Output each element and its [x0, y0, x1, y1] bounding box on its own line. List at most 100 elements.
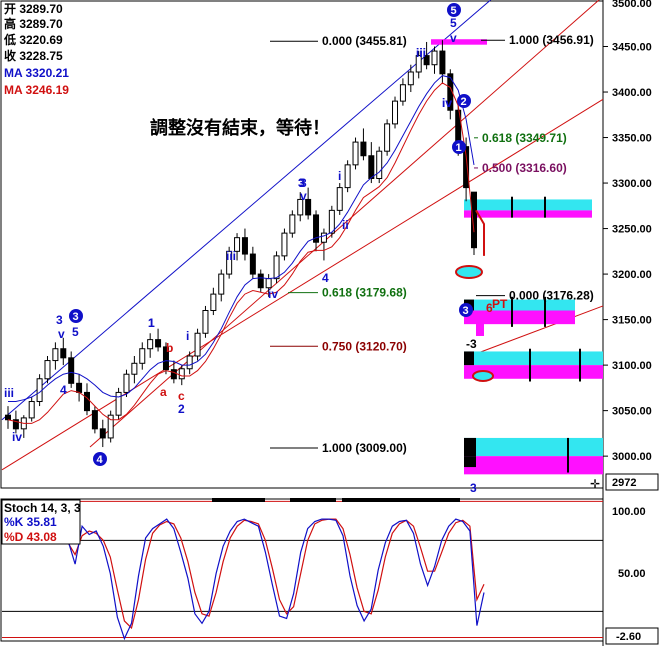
channel-line-small [469, 305, 604, 357]
target-ellipse-2 [472, 370, 494, 382]
candle-body [99, 428, 106, 439]
legend-high: 高 3289.70 [4, 16, 63, 31]
candle-body [123, 373, 130, 393]
candle-body [423, 55, 430, 66]
zone-marker-block [464, 351, 474, 366]
ma-red-line [7, 82, 475, 424]
zone-marker-block [464, 437, 476, 457]
wave-circle [459, 303, 473, 317]
candle-body [131, 362, 138, 375]
target-zone-bar [464, 456, 603, 475]
price-panel-frame [0, 0, 604, 489]
wave-label: a [160, 385, 167, 399]
wave-label: iv [442, 96, 452, 110]
target-zone-bar [464, 437, 603, 457]
wave-circle-label: 1 [456, 142, 462, 154]
wave-circle [457, 94, 471, 108]
wave-label: ii [342, 218, 349, 232]
stoch-d-line [67, 518, 485, 630]
wave-label: v [300, 189, 307, 203]
candle-body [344, 164, 351, 189]
ma-blue-line [8, 75, 475, 402]
target-zone-bar [464, 365, 603, 379]
candle-body [360, 141, 367, 157]
legend-low: 低 3220.69 [3, 32, 63, 47]
candle-body [218, 273, 225, 295]
zone-marker-block [464, 456, 476, 468]
target-zone-bar [464, 310, 575, 325]
candle-body [463, 146, 470, 189]
y-tick-label: 3000.00 [612, 451, 652, 463]
candle-body [178, 368, 185, 380]
candle-body [139, 348, 146, 364]
wave-label: 5 [450, 16, 457, 30]
wave-label: 5 [72, 325, 79, 339]
wave-label: iii [226, 249, 236, 263]
candle-body [376, 150, 383, 180]
candle-body [162, 346, 169, 371]
candle-body [297, 198, 304, 216]
y-tick-label: 3300.00 [612, 178, 652, 190]
candle-body [431, 50, 438, 66]
wave-circle [447, 3, 461, 17]
fib-level-label: 0.000 (3455.81) [322, 34, 407, 48]
wave-circle-label: 2 [461, 96, 467, 108]
candle-body [281, 232, 288, 257]
y-tick-label: 3150.00 [612, 315, 652, 327]
target-zone-bar [464, 210, 592, 218]
y-top-cut-label: 3500.00 [612, 0, 652, 10]
candle-body [320, 232, 327, 243]
candle-body [83, 391, 90, 412]
wave-label: 3 [300, 176, 307, 190]
wave-label: 3 [298, 176, 305, 190]
legend-ma-blue: MA 3320.21 [4, 66, 69, 80]
stoch-d-legend: %D 43.08 [4, 530, 57, 544]
fib-level-label: 0.618 (3349.71) [482, 131, 567, 145]
candle-body [226, 250, 233, 275]
candle-body [257, 273, 264, 289]
y-tick-label: 3100.00 [612, 360, 652, 372]
wave-label: i [338, 169, 341, 183]
stoch-title: Stoch 14, 3, 3 [4, 501, 81, 515]
wave-label: 4 [60, 383, 67, 397]
wave-label: iv [12, 430, 22, 444]
stoch-k-line [67, 518, 485, 641]
stoch-layer [2, 498, 603, 641]
wave-label: v [450, 31, 457, 45]
wave-circle [69, 309, 83, 323]
candle-body [273, 255, 280, 280]
wave-label: 2 [178, 402, 185, 416]
candle-body [407, 71, 414, 86]
wave-label: iii [416, 46, 426, 60]
fib-level-label: 1.000 (3456.91) [509, 33, 594, 47]
y-tick-label: 3450.00 [612, 42, 652, 54]
wave-circle-label: 3 [463, 305, 469, 317]
wave-label: c [178, 389, 185, 403]
last-price-box [605, 473, 659, 491]
fib-level-label: 0.618 (3179.68) [322, 286, 407, 300]
candle-body [471, 191, 477, 249]
candle-body [328, 209, 335, 234]
candle-body [76, 382, 83, 393]
price-legend-box [2, 2, 78, 98]
candle-body [399, 84, 406, 102]
stoch-tick-100: 100.00 [612, 506, 646, 518]
channel-line-lower [1, 98, 604, 471]
wave-label: 6 [486, 301, 493, 315]
candle-body [28, 401, 35, 419]
small-zone-marker [476, 323, 484, 336]
fib-level-label: 1.000 (3009.00) [322, 441, 407, 455]
fib-level-label: 0.500 (3316.60) [482, 161, 567, 175]
annotation-text: 調整沒有結束，等待！ [150, 117, 330, 139]
wave-label: b [166, 341, 173, 355]
candle-body [52, 348, 59, 362]
candle-body [305, 198, 312, 216]
wave-label: -3 [466, 337, 477, 351]
candle-body [313, 214, 320, 243]
stoch-signal-bar [290, 498, 336, 502]
candle-body [392, 100, 399, 125]
price-y-axis: 3450.00 3400.00 3350.00 3300.00 3250.00 3200.… [603, 42, 652, 463]
candle-body [289, 214, 296, 234]
stoch-legend-box [1, 499, 81, 545]
candle-body [202, 309, 209, 334]
